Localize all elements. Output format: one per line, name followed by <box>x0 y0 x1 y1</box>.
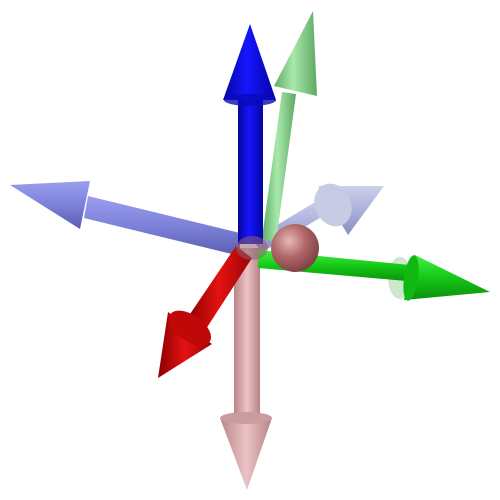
red-down-left-arrow <box>158 246 252 378</box>
origin-sphere <box>271 224 319 272</box>
origin-hub <box>236 236 268 260</box>
light-green-up-arrow <box>262 11 317 242</box>
blue-up-arrow <box>223 24 276 244</box>
lavender-left-arrow <box>10 181 240 256</box>
